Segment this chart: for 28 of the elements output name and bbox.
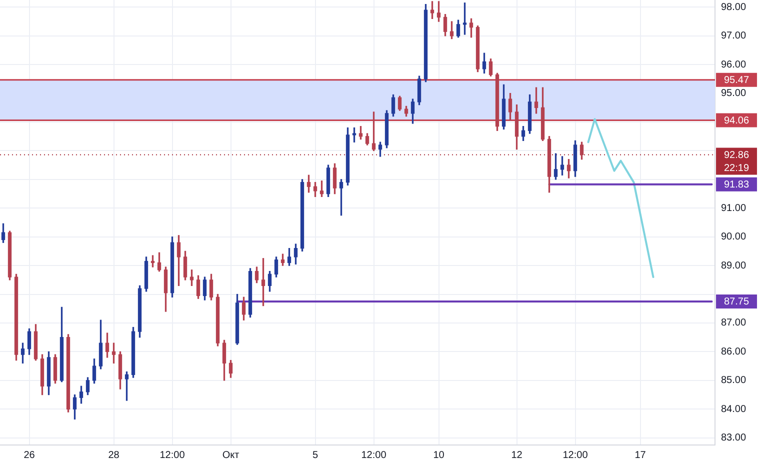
ref-line-label: 94.06 <box>724 116 750 127</box>
y-tick-label: 86.00 <box>721 346 746 358</box>
x-tick-label: 28 <box>108 450 120 461</box>
x-tick-label: 26 <box>24 450 36 461</box>
x-tick-label: 17 <box>634 450 646 461</box>
x-tick-label: 5 <box>312 450 318 461</box>
x-tick-label: 12:00 <box>160 450 186 461</box>
ref-line-label: 95.47 <box>724 75 750 86</box>
y-tick-label: 83.00 <box>721 432 746 444</box>
y-tick-label: 95.00 <box>721 88 746 100</box>
ref-line-label: 92.86 <box>724 150 750 161</box>
y-tick-label: 89.00 <box>721 260 746 272</box>
y-tick-label: 98.00 <box>721 2 746 13</box>
x-tick-label: 10 <box>433 450 445 461</box>
data-label: 91.83 <box>724 180 750 191</box>
text: 22:19 <box>724 162 750 174</box>
y-tick-label: 90.00 <box>721 232 746 243</box>
y-tick-label: 96.00 <box>721 59 746 70</box>
x-tick-label: Окт <box>222 450 240 461</box>
y-tick-label: 97.00 <box>721 30 746 42</box>
y-tick-label: 85.00 <box>721 375 746 386</box>
data-label: 87.75 <box>724 296 750 308</box>
y-tick-label: 91.00 <box>721 202 746 214</box>
x-tick-label: 12:00 <box>361 450 387 461</box>
y-tick-label: 87.00 <box>721 318 746 329</box>
y-tick-label: 84.00 <box>721 404 746 415</box>
x-tick-label: 12 <box>511 450 523 461</box>
x-tick-label: 12:00 <box>562 450 588 461</box>
